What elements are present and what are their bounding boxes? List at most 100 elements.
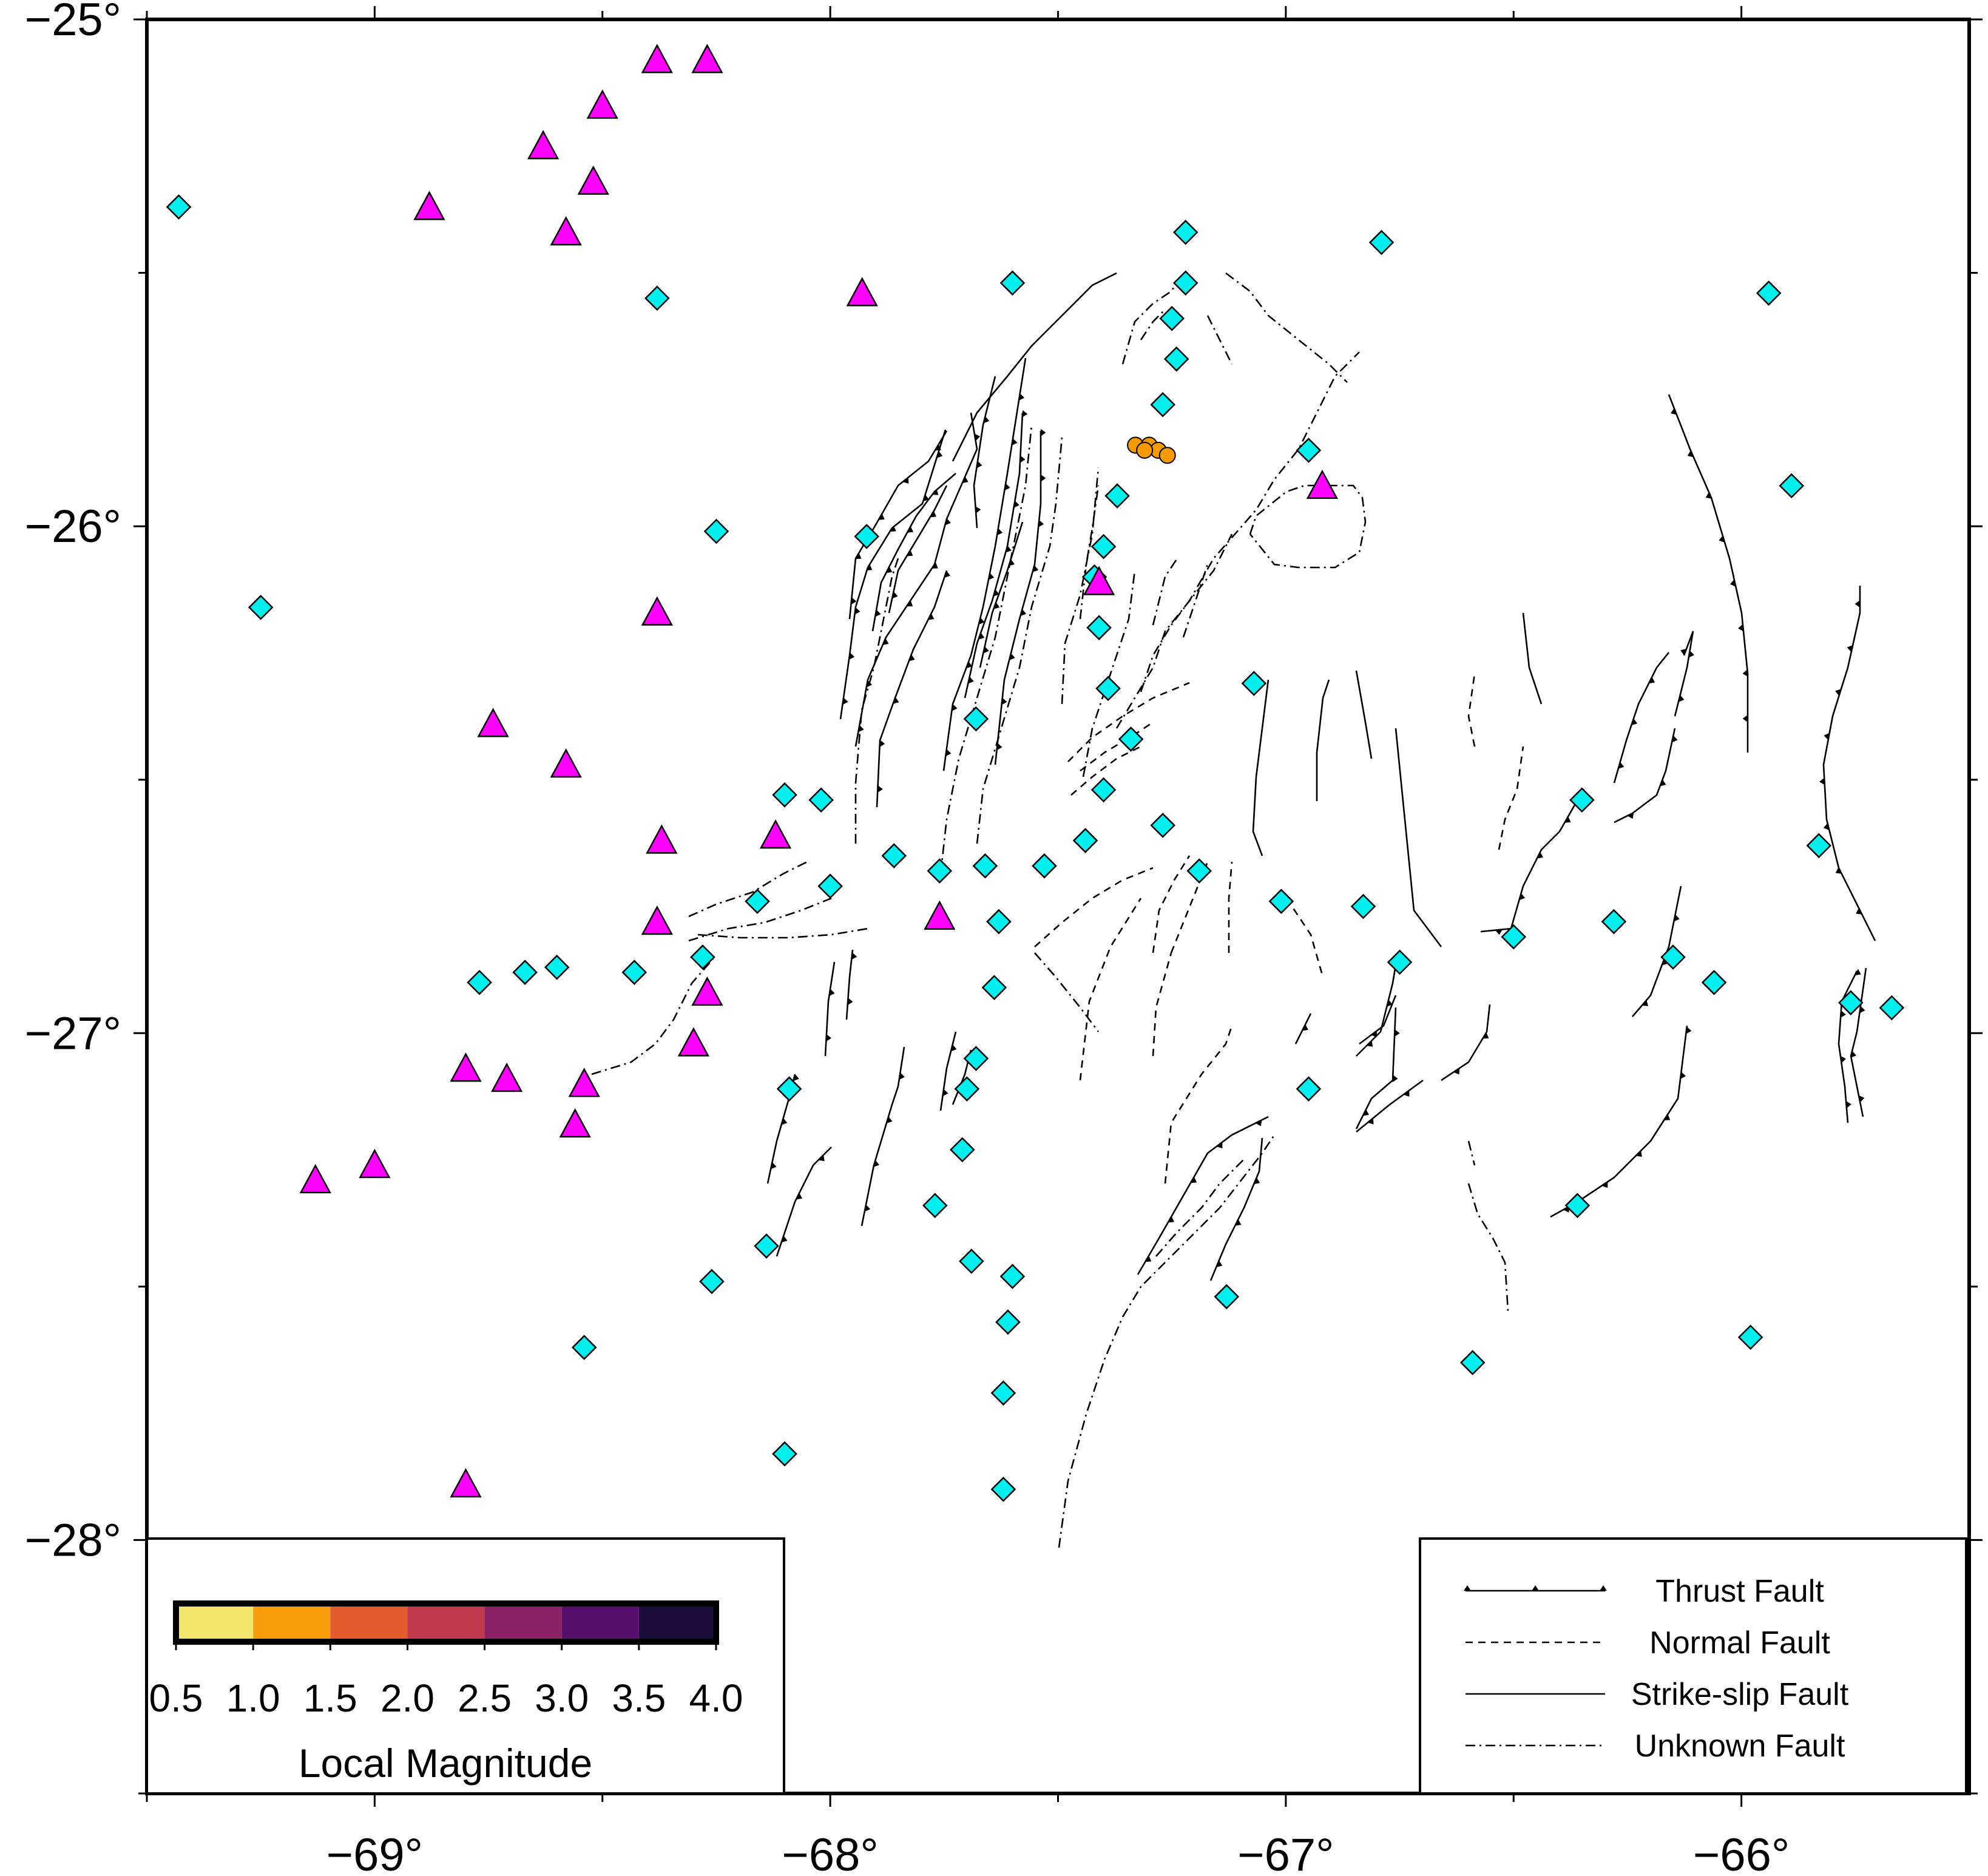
- station-diamond: [990, 1477, 1016, 1502]
- lat-tick-label: −25°: [25, 0, 121, 46]
- lon-tick-label: −66°: [1693, 1829, 1790, 1876]
- thrust-tick: [826, 1034, 832, 1042]
- legend-item-dashed: Normal Fault: [1466, 1625, 1830, 1661]
- station-diamond: [922, 1193, 948, 1219]
- station-diamond: [1118, 726, 1144, 752]
- thrust-tick: [893, 697, 899, 704]
- thrust-tick: [858, 725, 864, 733]
- thrust-tick: [1019, 455, 1026, 463]
- colorbar-segment: [253, 1603, 331, 1642]
- colorbar-frame: [173, 1600, 719, 1645]
- thrust-tick: [1674, 914, 1680, 922]
- thrust-tick: [1823, 823, 1830, 830]
- station-diamond: [927, 858, 953, 884]
- station-diamond: [1459, 1350, 1486, 1375]
- thrust-tick: [923, 494, 929, 502]
- thrust-tick: [1671, 408, 1677, 415]
- thrust-tick: [873, 1160, 879, 1167]
- thrust-tick: [906, 600, 913, 607]
- station-diamond: [1501, 924, 1527, 950]
- colorbar-panel: 0.5 1.0 1.5 2.0 2.5 3.0 3.5 4.0 Local Magnitude: [146, 1537, 785, 1795]
- station-diamond: [1090, 777, 1117, 803]
- triangle-marker: [1306, 469, 1339, 499]
- thrust-tick: [932, 489, 939, 495]
- thrust-tick: [1387, 1000, 1393, 1007]
- legend-item-solid: Strike-slip Fault: [1466, 1677, 1849, 1712]
- thrust-tick: [1394, 1029, 1400, 1037]
- station-diamond: [1601, 909, 1627, 935]
- thrust-tick: [966, 661, 973, 669]
- thrust-tick: [1631, 718, 1638, 726]
- legend-items: Thrust Fault Normal Fault Strike-slip Faul…: [1464, 1574, 1849, 1764]
- colorbar-segment: [638, 1603, 716, 1642]
- thrust-tick: [1680, 648, 1687, 655]
- station-diamond: [817, 873, 843, 899]
- thrust-tick: [1041, 428, 1046, 436]
- station-diamond: [754, 1233, 779, 1259]
- thrust-tick: [771, 1162, 777, 1170]
- station-diamond: [1296, 1076, 1322, 1102]
- thrust-tick: [1705, 492, 1712, 499]
- fault-network: [591, 272, 1876, 1548]
- thrust-tick: [1168, 1216, 1174, 1223]
- thrust-faults: [766, 357, 1876, 1281]
- colorbar-title: Local Magnitude: [299, 1741, 592, 1786]
- triangle-marker: [568, 1068, 600, 1097]
- thrust-tick: [907, 550, 913, 557]
- colorbar-segment: [407, 1603, 485, 1642]
- thrust-tick: [899, 1072, 905, 1080]
- thrust-tick: [931, 562, 938, 569]
- thrust-tick: [1858, 1095, 1865, 1103]
- thrust-tick: [1032, 565, 1039, 572]
- thrust-tick: [993, 589, 999, 597]
- map-frame: −69° −68° −67° −66° −25° −26° −27° −28°: [25, 0, 1983, 1876]
- triangle-marker: [641, 905, 673, 935]
- thrust-tick: [1013, 500, 1019, 508]
- station-diamond: [1150, 813, 1175, 838]
- thrust-tick: [866, 680, 873, 688]
- triangle-marker: [641, 44, 673, 73]
- station-diamond: [1172, 270, 1199, 296]
- triangle-marker: [450, 1468, 482, 1498]
- event-circle: [1158, 447, 1176, 464]
- station-diamond: [1172, 219, 1199, 245]
- triangle-marker: [559, 1108, 591, 1138]
- thrust-tick: [886, 1116, 893, 1124]
- station-diamond: [1779, 473, 1804, 499]
- triangle-marker: [691, 44, 723, 73]
- station-diamond: [1086, 615, 1112, 640]
- station-diamond: [1104, 483, 1130, 509]
- thrust-tick: [1742, 715, 1748, 723]
- station-diamond: [1159, 305, 1185, 331]
- triangle-marker: [477, 708, 509, 737]
- thrust-tick: [952, 704, 958, 711]
- thrust-tick: [1255, 1120, 1262, 1126]
- thrust-tick: [854, 607, 860, 615]
- fault-legend: Thrust Fault Normal Fault Strike-slip Faul…: [1419, 1537, 1967, 1795]
- station-diamond: [703, 518, 729, 544]
- thrust-tick: [866, 564, 873, 571]
- thrust-tick: [1018, 393, 1025, 401]
- thrust-tick: [864, 1204, 871, 1212]
- thrust-tick: [950, 1044, 957, 1052]
- thrust-tick: [1738, 624, 1744, 632]
- thrust-tick: [793, 1074, 799, 1082]
- legend-label: Unknown Fault: [1635, 1729, 1845, 1764]
- thrust-tick: [1004, 483, 1010, 491]
- legend-thrust-tick: [1532, 1585, 1539, 1591]
- thrust-tick: [879, 740, 885, 748]
- station-diamond: [1879, 995, 1905, 1021]
- station-diamond: [808, 787, 834, 813]
- station-diamond: [512, 960, 538, 985]
- thrust-tick: [902, 477, 909, 484]
- thrust-tick: [851, 597, 857, 605]
- thrust-tick: [1519, 893, 1526, 901]
- thrust-tick: [1216, 1142, 1223, 1149]
- thrust-ticks: [771, 393, 1865, 1267]
- thrust-tick: [890, 525, 896, 532]
- legend-label: Normal Fault: [1649, 1625, 1830, 1661]
- station-diamond: [981, 975, 1007, 1000]
- thrust-tick: [781, 1235, 788, 1243]
- station-diamond: [959, 1248, 984, 1274]
- colorbar-tick-label: 4.0: [689, 1676, 743, 1720]
